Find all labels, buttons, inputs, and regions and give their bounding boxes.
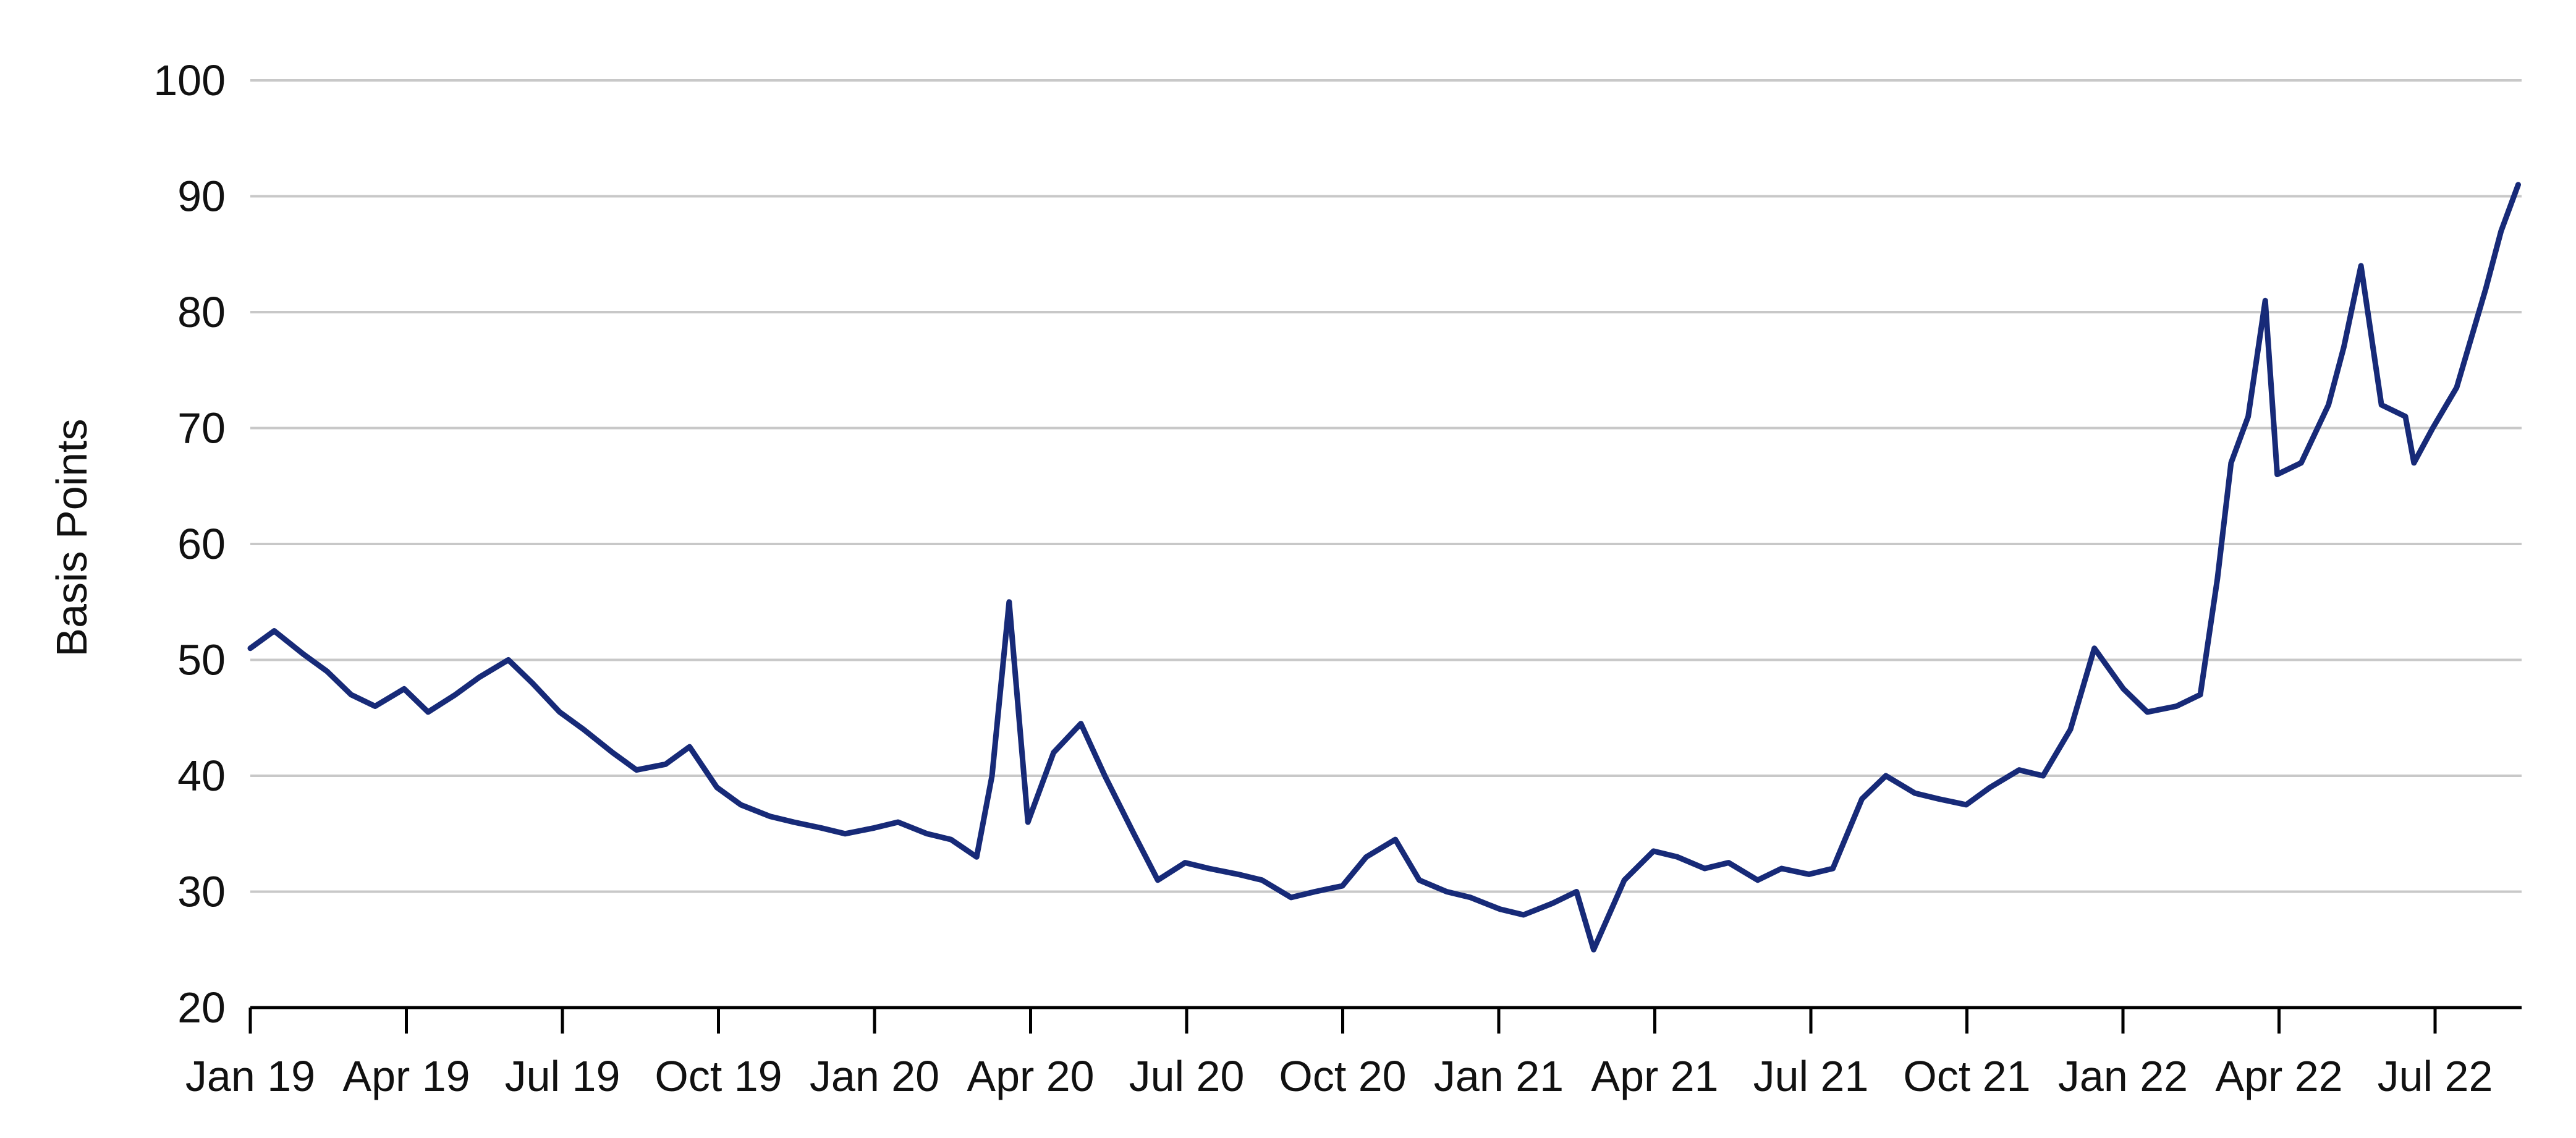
- x-axis-tick-labels: Jan 19 Apr 19 Jul 19 Oct 19 Jan 20 Apr 20 Jul …: [185, 1052, 2493, 1100]
- y-tick-label: 40: [177, 752, 226, 800]
- y-axis-tick-labels: 20 30 40 50 60 70 80 90 100: [153, 56, 226, 1032]
- x-tick-label: Jul 19: [505, 1052, 621, 1100]
- x-tick-label: Jul 22: [2378, 1052, 2493, 1100]
- x-tick-label: Jan 20: [810, 1052, 939, 1100]
- x-tick-label: Apr 22: [2215, 1052, 2342, 1100]
- y-tick-label: 100: [153, 56, 226, 104]
- x-tick-label: Apr 19: [342, 1052, 470, 1100]
- x-tick-label: Apr 21: [1591, 1052, 1718, 1100]
- series-line-0: [250, 185, 2519, 950]
- gridlines: [250, 80, 2522, 892]
- x-tick-label: Jul 20: [1129, 1052, 1245, 1100]
- x-tick-label: Oct 19: [655, 1052, 782, 1100]
- y-tick-label: 30: [177, 868, 226, 916]
- series-line-group: [250, 185, 2519, 950]
- x-axis: [250, 1008, 2522, 1034]
- y-tick-label: 20: [177, 983, 226, 1032]
- y-tick-label: 70: [177, 404, 226, 452]
- y-axis-title: Basis Points: [48, 418, 96, 656]
- x-tick-label: Jul 21: [1753, 1052, 1869, 1100]
- y-tick-label: 50: [177, 636, 226, 684]
- x-tick-label: Oct 20: [1279, 1052, 1406, 1100]
- y-tick-label: 60: [177, 520, 226, 568]
- y-tick-label: 90: [177, 172, 226, 221]
- x-tick-label: Jan 19: [185, 1052, 315, 1100]
- y-tick-label: 80: [177, 288, 226, 336]
- x-tick-label: Jan 22: [2058, 1052, 2188, 1100]
- x-tick-label: Apr 20: [967, 1052, 1094, 1100]
- x-tick-label: Oct 21: [1903, 1052, 2030, 1100]
- x-tick-label: Jan 21: [1434, 1052, 1564, 1100]
